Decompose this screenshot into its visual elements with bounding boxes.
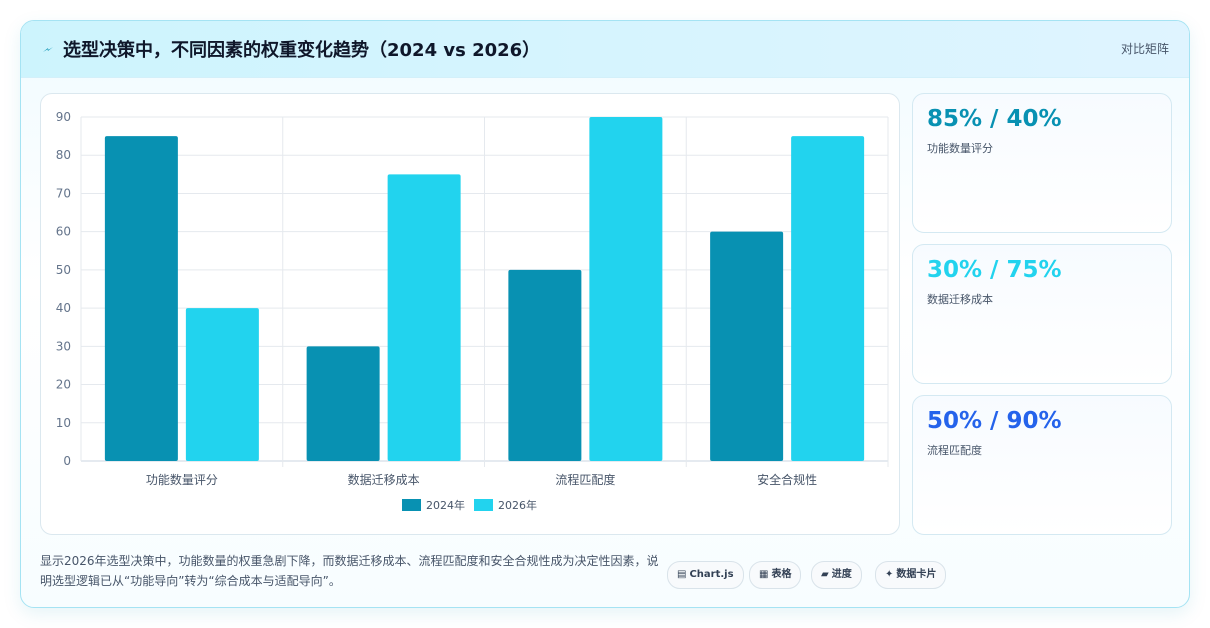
- y-tick-label: 70: [56, 186, 71, 200]
- bar-2024-3[interactable]: [710, 231, 784, 461]
- legend-label: 2026年: [498, 498, 537, 512]
- stat-card-2: 30% / 75% 数据迁移成本: [912, 244, 1172, 384]
- tag-progress[interactable]: ▰ 进度: [811, 561, 862, 589]
- table-icon: ▦: [759, 569, 769, 580]
- bar-2026-3[interactable]: [791, 136, 865, 461]
- bar-2024-2[interactable]: [508, 269, 582, 461]
- legend: 2024年 2026年: [402, 498, 537, 512]
- y-tick-label: 10: [56, 416, 71, 430]
- stat-card-3: 50% / 90% 流程匹配度: [912, 395, 1172, 535]
- tag-data-card[interactable]: ✦ 数据卡片: [875, 561, 947, 589]
- bar-2026-0[interactable]: [185, 308, 259, 461]
- x-tick-label: 数据迁移成本: [348, 472, 420, 487]
- bar-2024-0[interactable]: [104, 136, 178, 461]
- bar-2026-1[interactable]: [387, 174, 461, 461]
- bar-chart-panel: 0 10 20 30 40 50 60 70 80 90 功能数量评分 数据迁移成本 流程匹配度 安全合…: [40, 93, 900, 535]
- progress-icon: ▰: [821, 569, 829, 580]
- y-axis-ticks: 0 10 20 30 40 50 60 70 80 90: [56, 110, 71, 468]
- x-axis-ticks: 功能数量评分 数据迁移成本 流程匹配度 安全合规性: [146, 472, 817, 487]
- bar-chart: 0 10 20 30 40 50 60 70 80 90 功能数量评分 数据迁移成本 流程匹配度 安全合…: [56, 110, 889, 512]
- y-tick-label: 40: [56, 301, 71, 315]
- y-tick-label: 30: [56, 339, 71, 353]
- chart-card: 选型决策中，不同因素的权重变化趋势（2024 vs 2026） 对比矩阵 0 10…: [20, 20, 1190, 608]
- stat-value: 50% / 90%: [927, 408, 1062, 434]
- x-tick-label: 功能数量评分: [146, 472, 218, 487]
- stat-label: 数据迁移成本: [927, 293, 993, 306]
- bar-2024-1[interactable]: [306, 346, 380, 461]
- view-mode-label: 对比矩阵: [1120, 42, 1169, 56]
- legend-swatch: [474, 499, 493, 511]
- tag-label: 数据卡片: [896, 569, 937, 580]
- bars: [104, 117, 865, 461]
- card-header: 选型决策中，不同因素的权重变化趋势（2024 vs 2026） 对比矩阵: [21, 21, 1189, 78]
- y-tick-label: 50: [56, 263, 71, 277]
- legend-label: 2024年: [426, 498, 465, 512]
- y-tick-label: 20: [56, 378, 71, 392]
- stat-value: 30% / 75%: [927, 257, 1062, 283]
- x-tick-label: 流程匹配度: [555, 472, 615, 487]
- tag-label: Chart.js: [689, 569, 734, 580]
- stat-card-1: 85% / 40% 功能数量评分: [912, 93, 1172, 233]
- lightning-icon: [43, 47, 53, 52]
- stat-label: 流程匹配度: [927, 444, 982, 457]
- tag-label: 进度: [831, 569, 852, 580]
- y-tick-label: 80: [56, 148, 71, 162]
- y-tick-label: 0: [63, 454, 71, 468]
- chart-icon: ▤: [677, 569, 687, 580]
- tag-chartjs[interactable]: ▤ Chart.js: [667, 561, 744, 589]
- chart-description: 显示2026年选型决策中，功能数量的权重急剧下降，而数据迁移成本、流程匹配度和安…: [40, 554, 659, 588]
- y-tick-label: 60: [56, 225, 71, 239]
- tag-label: 表格: [771, 569, 792, 580]
- x-tick-label: 安全合规性: [757, 472, 817, 487]
- stat-value: 85% / 40%: [927, 106, 1062, 132]
- sparkle-icon: ✦: [885, 569, 894, 580]
- chart-title: 选型决策中，不同因素的权重变化趋势（2024 vs 2026）: [63, 40, 541, 61]
- stat-label: 功能数量评分: [927, 142, 993, 155]
- legend-swatch: [402, 499, 421, 511]
- y-tick-label: 90: [56, 110, 71, 124]
- tag-table[interactable]: ▦ 表格: [749, 561, 802, 589]
- bar-2026-2[interactable]: [589, 117, 663, 461]
